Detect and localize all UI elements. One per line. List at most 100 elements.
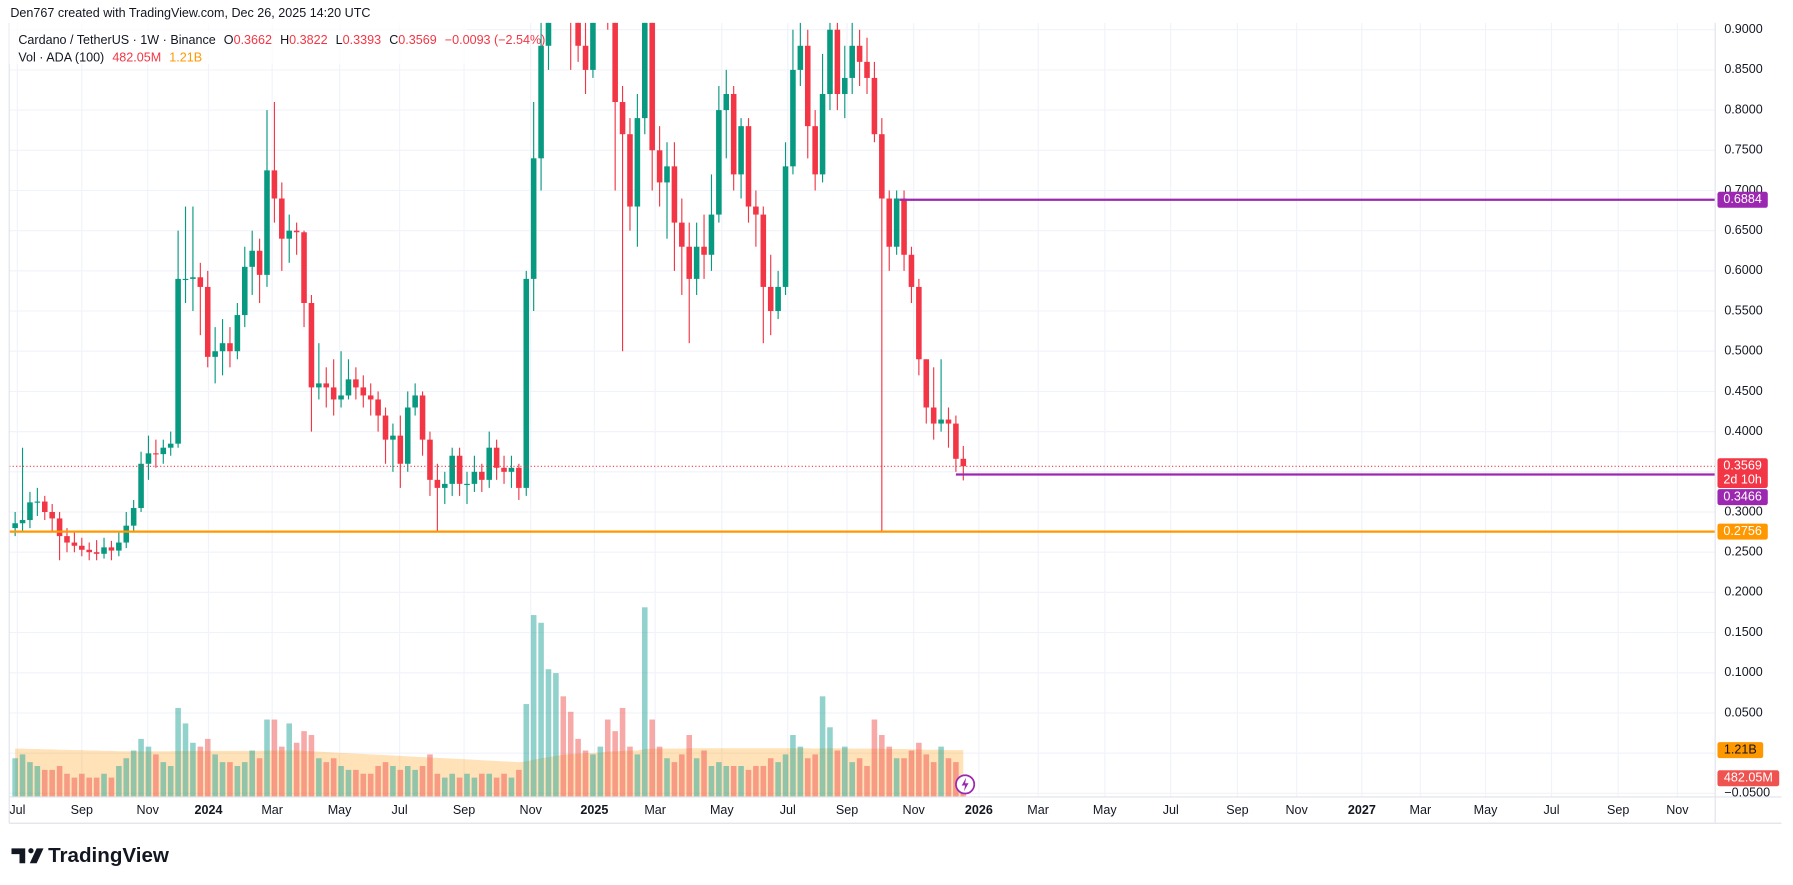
volume-bar xyxy=(812,754,818,797)
candle-body xyxy=(893,198,900,247)
candle-body xyxy=(716,110,722,215)
ohlc-key: O xyxy=(224,33,234,47)
candle-body xyxy=(797,45,804,70)
x-tick-label: Sep xyxy=(453,803,475,817)
volume-bar xyxy=(79,773,85,797)
volume-bar xyxy=(293,742,300,797)
volume-pane xyxy=(12,607,967,797)
volume-bar xyxy=(167,765,174,797)
volume-bar xyxy=(49,769,55,797)
y-tick-label: 0.8000 xyxy=(1724,102,1762,116)
candle-body xyxy=(649,22,655,151)
x-tick-label: May xyxy=(328,803,352,817)
volume-bar xyxy=(427,754,433,797)
candle-body xyxy=(686,246,693,279)
candle-body xyxy=(886,198,893,247)
candle-body xyxy=(271,170,278,199)
candle-body xyxy=(241,266,248,316)
volume-bar xyxy=(893,758,900,797)
volume-bar xyxy=(71,777,78,797)
candle-body xyxy=(27,502,33,521)
candle-body xyxy=(619,102,626,135)
candle-body xyxy=(767,286,774,312)
candle-body xyxy=(108,547,115,551)
volume-bar xyxy=(842,746,848,797)
volume-bar xyxy=(412,769,418,797)
candle-body xyxy=(367,395,374,400)
y-tick-label: 0.2000 xyxy=(1724,585,1762,599)
candle-body xyxy=(204,286,211,357)
x-tick-label: Jul xyxy=(1543,803,1559,817)
candle-body xyxy=(671,166,678,223)
candle-body xyxy=(130,507,137,526)
candle-body xyxy=(501,467,507,472)
x-tick-label: Nov xyxy=(1666,803,1689,817)
volume-bar xyxy=(567,711,574,797)
candle-body xyxy=(953,423,959,459)
x-tick-label: Sep xyxy=(836,803,858,817)
candle-body xyxy=(634,118,641,207)
volume-bar xyxy=(916,742,922,797)
volume-bar xyxy=(279,746,285,797)
price-pane xyxy=(12,22,967,561)
level-label-bg xyxy=(1717,523,1768,540)
x-tick-label: Nov xyxy=(903,803,926,817)
volume-bar xyxy=(516,769,522,797)
volume-bar xyxy=(219,762,226,797)
volume-bar xyxy=(404,765,411,797)
volume-bar xyxy=(782,754,789,797)
candle-body xyxy=(493,447,500,468)
volume-bar xyxy=(34,765,41,797)
volume-bar xyxy=(627,746,633,797)
candle-body xyxy=(923,359,930,408)
volume-bar xyxy=(227,762,233,797)
volume-bar xyxy=(419,765,426,797)
x-tick-label: Jul xyxy=(1163,803,1179,817)
candle-body xyxy=(71,542,78,546)
volume-bar xyxy=(264,719,270,797)
volume-badge-bg xyxy=(1717,770,1780,787)
candle-body xyxy=(190,277,196,279)
candle-body xyxy=(679,222,685,247)
candle-body xyxy=(427,439,433,480)
candle-body xyxy=(464,483,470,486)
brand-logo: TradingView xyxy=(11,844,170,867)
candle-body xyxy=(345,379,352,396)
candle-body xyxy=(293,230,300,233)
candle-body xyxy=(404,407,411,464)
volume-bar xyxy=(775,762,781,797)
candle-body xyxy=(167,443,174,448)
candle-body xyxy=(79,545,85,550)
candle-body xyxy=(753,206,759,215)
candle-body xyxy=(479,471,485,480)
axes: 0.90000.85000.80000.75000.70000.65000.60… xyxy=(9,22,1770,817)
volume-bar xyxy=(501,773,507,797)
candle-body xyxy=(545,22,552,46)
candle-body xyxy=(708,214,715,255)
candle-body xyxy=(434,479,441,488)
candle-body xyxy=(219,343,226,352)
y-tick-label: 0.5000 xyxy=(1724,344,1762,358)
volume-bar xyxy=(923,754,930,797)
candle-body xyxy=(153,453,159,455)
candle-body xyxy=(960,458,967,467)
candle-body xyxy=(516,467,522,488)
x-tick-label: Sep xyxy=(71,803,93,817)
ohlc-key: C xyxy=(389,33,398,47)
symbol: Cardano / TetherUS · 1W · Binance xyxy=(18,33,215,47)
volume-bar xyxy=(471,777,478,797)
candle-body xyxy=(197,277,204,287)
candle-body xyxy=(390,435,396,440)
volume-bar xyxy=(160,762,167,797)
volume-bar xyxy=(330,758,337,797)
ohlc-value: 0.3393 xyxy=(343,33,381,47)
candle-body xyxy=(175,278,181,444)
y-tick-label: 0.3000 xyxy=(1724,504,1762,518)
candle-body xyxy=(316,383,322,388)
volume-bar xyxy=(701,750,707,797)
candle-body xyxy=(212,351,218,357)
volume-bar xyxy=(908,750,915,797)
logo-dot xyxy=(28,848,34,854)
candle-body xyxy=(812,126,818,175)
